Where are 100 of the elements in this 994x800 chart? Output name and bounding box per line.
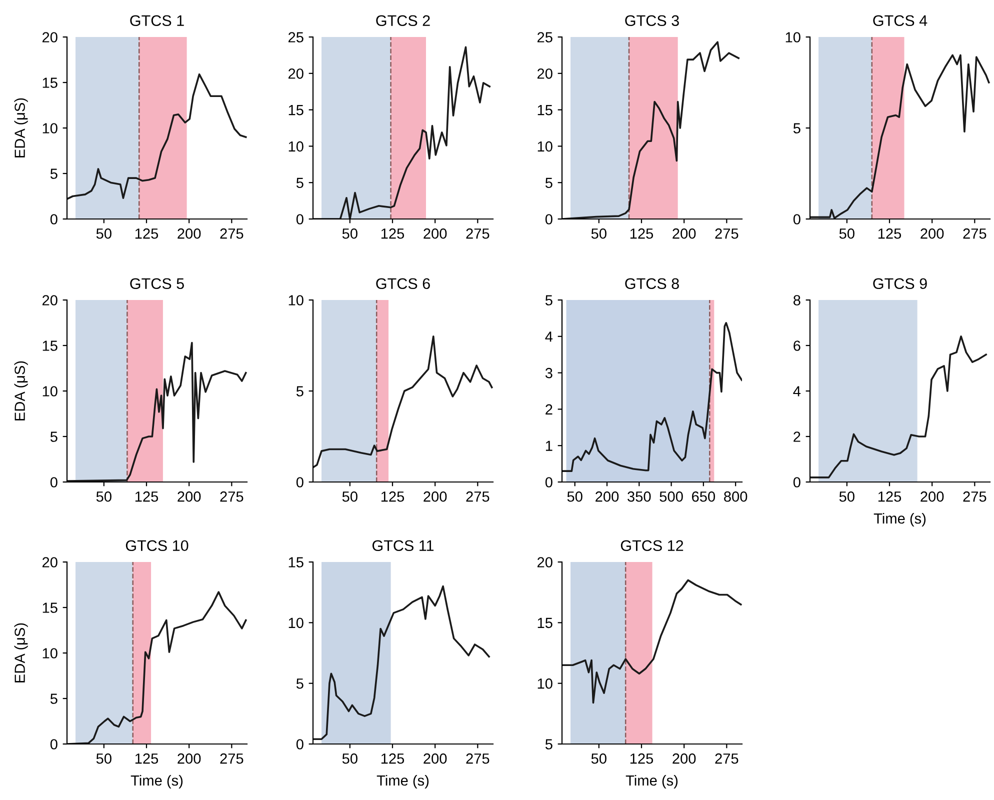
x-tick-label: 275 — [963, 491, 986, 502]
y-tick-label: 15 — [538, 618, 552, 628]
y-tick-label: 15 — [42, 340, 58, 351]
x-tick-label: 50 — [96, 228, 112, 239]
y-tick-label: 0 — [793, 214, 800, 224]
y-tick-label: 0 — [545, 477, 552, 488]
chart-title: GTCS 12 — [620, 540, 684, 552]
y-tick-label: 2 — [546, 404, 552, 414]
x-tick-label: 200 — [596, 491, 619, 502]
x-tick-label: 125 — [135, 228, 158, 239]
y-tick-label: 5 — [545, 295, 552, 306]
x-tick-label: 125 — [381, 228, 404, 239]
line-series — [810, 335, 987, 478]
y-tick-label: 10 — [288, 141, 304, 152]
y-tick-label: 15 — [42, 78, 58, 88]
y-tick-label: 5 — [793, 123, 800, 134]
x-axis-title: Time (s) — [874, 512, 926, 527]
y-tick-label: 0 — [545, 214, 552, 224]
x-tick-label: 50 — [342, 753, 358, 764]
x-tick-label: 650 — [692, 491, 716, 502]
y-tick-label: 15 — [288, 105, 304, 116]
y-tick-label: 2 — [794, 432, 800, 442]
y-tick-label: 20 — [537, 68, 552, 79]
x-tick-label: 50 — [839, 228, 854, 239]
y-axis-title: EDA (μS) — [14, 623, 28, 682]
line-series — [562, 579, 742, 704]
x-tick-label: 125 — [135, 753, 158, 764]
y-tick-label: 6 — [794, 340, 800, 351]
x-tick-label: 275 — [715, 228, 738, 239]
x-tick-label: 275 — [220, 753, 244, 764]
chart-title: GTCS 9 — [873, 278, 927, 290]
y-tick-label: 10 — [288, 618, 304, 628]
y-tick-label: 8 — [793, 295, 800, 306]
chart-title: GTCS 6 — [376, 278, 430, 290]
x-tick-label: 50 — [839, 491, 854, 502]
x-tick-label: 125 — [381, 753, 404, 764]
y-tick-label: 5 — [50, 694, 58, 704]
x-tick-label: 275 — [220, 491, 244, 502]
chart-title: GTCS 5 — [130, 278, 184, 290]
x-tick-label: 50 — [591, 228, 606, 239]
chart-title: GTCS 1 — [130, 15, 184, 26]
line-series — [562, 322, 742, 472]
y-tick-label: 5 — [296, 678, 304, 689]
y-tick-label: 15 — [42, 602, 58, 613]
x-tick-label: 125 — [630, 753, 654, 764]
x-tick-label: 50 — [96, 491, 112, 502]
x-tick-label: 125 — [878, 228, 902, 239]
y-tick-label: 0 — [50, 477, 58, 488]
x-tick-label: 275 — [466, 228, 490, 239]
y-tick-label: 10 — [42, 648, 58, 658]
x-tick-label: 50 — [342, 491, 358, 502]
x-tick-label: 125 — [135, 491, 158, 502]
y-tick-label: 5 — [50, 432, 58, 442]
x-tick-label: 125 — [878, 491, 902, 502]
x-tick-label: 200 — [424, 753, 447, 764]
x-tick-label: 50 — [342, 228, 358, 239]
x-tick-label: 275 — [466, 491, 490, 502]
y-tick-label: 5 — [296, 178, 304, 188]
y-tick-label: 15 — [288, 557, 304, 568]
x-tick-label: 275 — [715, 753, 738, 764]
y-axis-title: EDA (μS) — [14, 98, 28, 158]
x-axis-title: Time (s) — [130, 774, 183, 789]
x-tick-label: 800 — [724, 491, 748, 502]
y-tick-label: 0 — [296, 477, 304, 488]
x-tick-label: 125 — [381, 491, 404, 502]
x-tick-label: 350 — [628, 491, 651, 502]
y-tick-label: 20 — [288, 68, 304, 79]
y-tick-label: 20 — [42, 557, 58, 568]
x-tick-label: 200 — [920, 228, 944, 239]
chart-title: GTCS 8 — [625, 278, 679, 290]
chart-title: GTCS 3 — [625, 15, 679, 26]
x-tick-label: 275 — [963, 228, 986, 239]
line-series — [313, 335, 493, 468]
x-tick-label: 200 — [920, 491, 944, 502]
y-tick-label: 4 — [545, 332, 553, 342]
x-tick-label: 50 — [591, 753, 606, 764]
line-series — [67, 73, 247, 200]
x-tick-label: 50 — [567, 491, 582, 502]
y-tick-label: 5 — [296, 386, 304, 396]
chart-title: GTCS 4 — [873, 15, 928, 26]
x-tick-label: 200 — [178, 753, 201, 764]
y-tick-label: 0 — [50, 214, 58, 224]
chart-title: GTCS 11 — [372, 540, 434, 552]
y-tick-label: 20 — [42, 32, 58, 42]
line-series — [313, 585, 490, 740]
y-tick-label: 20 — [537, 557, 552, 568]
y-tick-label: 10 — [42, 386, 58, 396]
chart-title: GTCS 10 — [126, 540, 188, 552]
x-tick-label: 50 — [96, 753, 112, 764]
x-tick-label: 200 — [424, 228, 447, 239]
y-tick-label: 25 — [537, 32, 552, 42]
y-tick-label: 10 — [538, 141, 552, 152]
x-axis-title: Time (s) — [376, 774, 429, 789]
x-tick-label: 275 — [466, 753, 490, 764]
x-tick-label: 200 — [424, 491, 447, 502]
y-tick-label: 25 — [288, 32, 304, 42]
y-tick-label: 4 — [793, 386, 801, 396]
y-tick-label: 10 — [42, 123, 58, 134]
y-tick-label: 5 — [545, 739, 552, 750]
y-tick-label: 10 — [786, 32, 800, 42]
